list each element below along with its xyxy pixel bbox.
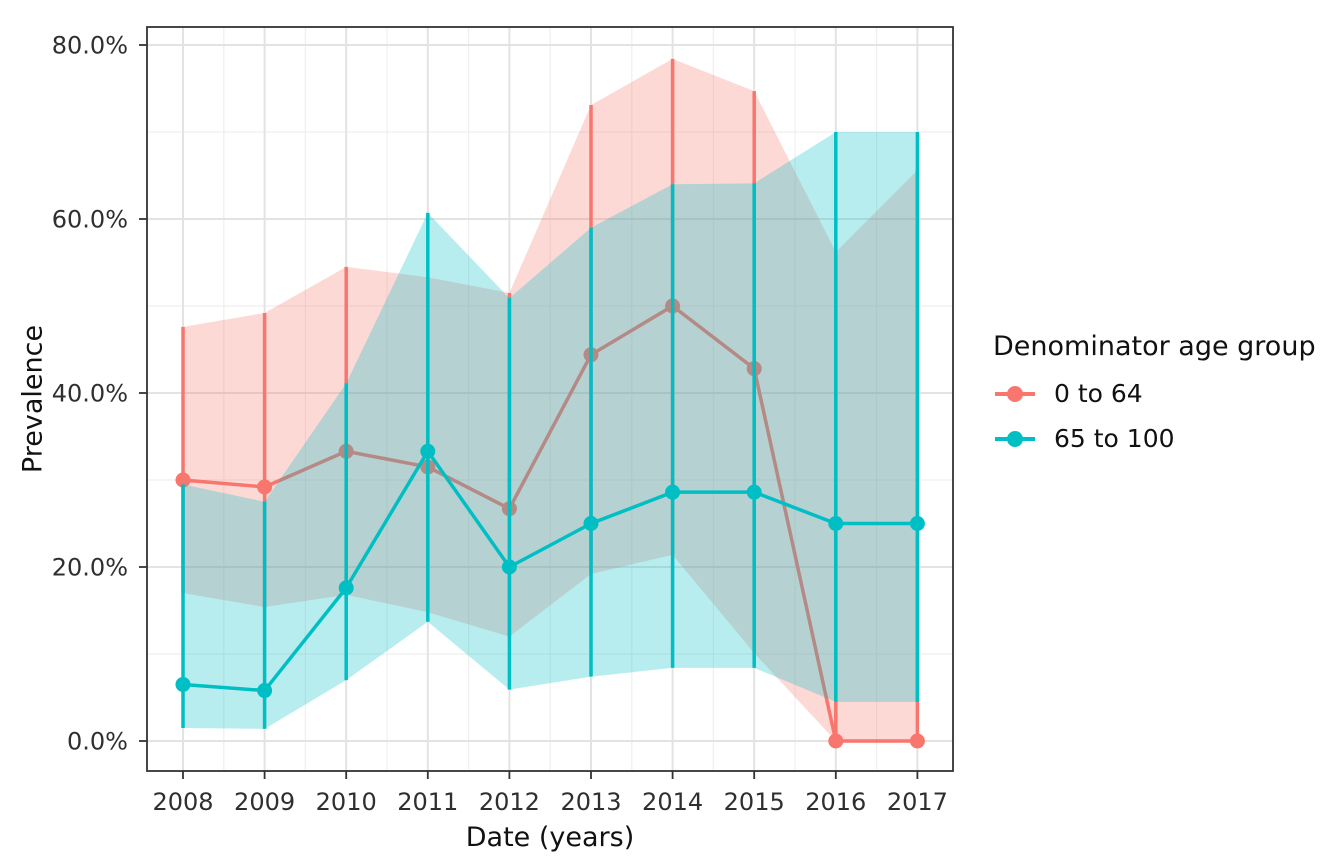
data-point-65-to-100 [665,484,681,500]
legend-item-label: 0 to 64 [1054,379,1143,408]
data-point-0-to-64 [828,733,844,749]
data-point-65-to-100 [501,559,517,575]
legend-key-line-and-dot [995,430,1035,447]
confidence-ribbon-0-to-64 [183,58,918,742]
y-tick-label: 0.0% [67,728,128,756]
legend-item-label: 65 to 100 [1054,424,1175,453]
x-tick-label: 2016 [805,788,866,816]
x-tick-label: 2010 [316,788,377,816]
data-point-65-to-100 [420,443,436,459]
x-tick-label: 2015 [724,788,785,816]
x-tick-label: 2008 [152,788,213,816]
data-point-65-to-100 [257,683,273,699]
series-line-65-to-100 [182,449,918,693]
data-point-65-to-100 [746,484,762,500]
y-axis-title: Prevalence [17,324,49,474]
data-point-0-to-64 [257,479,273,495]
data-point-0-to-64 [909,733,925,749]
legend-item-65-to-100: 65 to 100 [993,416,1316,461]
x-tick-label: 2017 [887,788,948,816]
data-point-0-to-64 [175,472,191,488]
panel-border [146,26,954,772]
y-tick-label: 60.0% [52,206,128,234]
x-tick-label: 2011 [397,788,458,816]
legend-key-line-and-dot [995,385,1035,402]
legend: Denominator age group 0 to 64 65 to 100 [993,331,1316,461]
data-point-65-to-100 [909,516,925,531]
series-line-0-to-64 [182,304,918,743]
data-point-65-to-100 [175,676,191,692]
confidence-ribbon-65-to-100 [183,132,918,729]
data-point-65-to-100 [338,580,354,596]
y-tick-label: 40.0% [52,380,128,408]
x-tick-label: 2012 [479,788,540,816]
x-axis-title: Date (years) [465,822,635,853]
x-tick-label: 2014 [642,788,703,816]
data-point-65-to-100 [583,516,599,531]
x-tick-label: 2009 [234,788,295,816]
legend-item-0-to-64: 0 to 64 [993,371,1316,416]
y-tick-label: 80.0% [52,32,128,60]
legend-title: Denominator age group [993,331,1316,362]
data-point-65-to-100 [828,516,844,531]
x-tick-label: 2013 [560,788,621,816]
y-tick-label: 20.0% [52,554,128,582]
